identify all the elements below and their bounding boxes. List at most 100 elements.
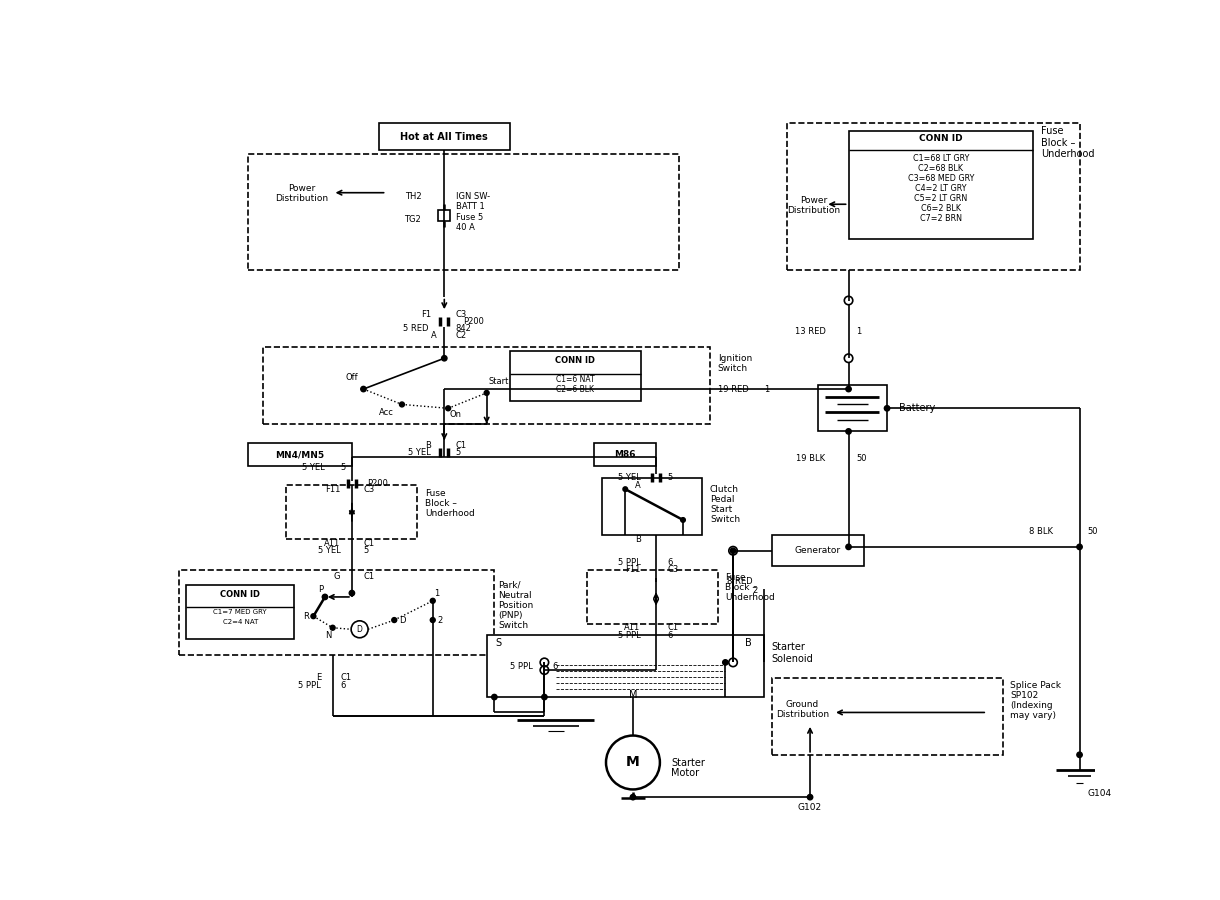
Text: 5 PPL: 5 PPL [299,681,321,690]
Text: 2: 2 [438,616,443,625]
Circle shape [1077,752,1082,758]
Text: On: On [450,410,462,419]
Text: E: E [316,673,321,682]
Text: Power: Power [288,184,316,194]
Bar [603,478,703,536]
Text: MN4/MN5: MN4/MN5 [276,450,325,459]
Text: A: A [431,330,437,339]
Text: Clutch: Clutch [710,484,739,493]
Text: C1: C1 [364,572,375,580]
Circle shape [631,795,636,800]
Text: 19 BLK: 19 BLK [797,454,826,463]
Text: Power: Power [800,196,827,205]
Text: 40 A: 40 A [456,223,475,232]
Text: Acc: Acc [379,408,394,417]
Text: C2=68 BLK: C2=68 BLK [919,164,964,173]
Bar [264,346,710,424]
Bar [510,350,640,400]
Text: Pedal: Pedal [710,495,734,504]
Text: Ignition: Ignition [717,354,752,363]
Circle shape [484,391,489,395]
Circle shape [884,406,889,411]
Text: Off: Off [345,373,359,382]
Text: Battery: Battery [899,403,935,413]
Text: Hot at All Times: Hot at All Times [400,132,488,142]
Circle shape [442,356,447,361]
Bar [248,443,351,466]
Circle shape [731,548,736,554]
Bar [187,585,294,639]
Text: C5=2 LT GRN: C5=2 LT GRN [914,194,967,202]
Text: C2: C2 [456,330,467,339]
Text: D: D [356,625,362,634]
Circle shape [808,795,813,800]
Text: 5 YEL: 5 YEL [317,546,340,555]
Text: C1: C1 [364,538,375,547]
Text: TH2: TH2 [405,192,421,201]
Text: 50: 50 [1087,527,1098,536]
Bar [849,131,1033,239]
Text: Block –: Block – [1041,138,1075,148]
Text: S: S [495,638,501,648]
Text: Underhood: Underhood [425,508,475,518]
Text: 1: 1 [764,384,769,393]
Circle shape [322,594,328,599]
Text: 5 RED: 5 RED [404,324,429,333]
Text: 5: 5 [340,464,345,472]
Circle shape [1077,544,1082,550]
Circle shape [623,487,627,491]
Circle shape [349,590,355,596]
Circle shape [845,428,852,434]
Text: P200: P200 [464,317,484,326]
Circle shape [542,695,547,699]
Bar [438,211,450,221]
Text: A11: A11 [625,623,640,632]
Text: C3: C3 [456,310,467,319]
Text: G104: G104 [1087,788,1111,797]
Text: C1: C1 [340,673,351,682]
Text: Ground: Ground [786,700,819,709]
Circle shape [331,626,336,630]
Text: Underhood: Underhood [1041,149,1094,159]
Bar [771,678,1003,755]
Text: CONN ID: CONN ID [221,590,260,599]
Text: C1=6 NAT: C1=6 NAT [556,374,594,383]
Text: D: D [399,616,405,625]
Bar [817,385,887,431]
Text: R: R [303,612,309,621]
Text: 6: 6 [340,681,345,690]
Text: 5: 5 [667,473,673,482]
Text: CONN ID: CONN ID [555,356,595,365]
Text: G102: G102 [798,803,822,812]
Bar [771,536,864,566]
Text: Switch: Switch [498,621,528,630]
Bar [248,154,680,270]
Text: Position: Position [498,601,533,610]
Text: Fuse: Fuse [1041,126,1064,136]
Text: 8 BLK: 8 BLK [1028,527,1053,536]
Circle shape [445,406,450,410]
Text: SP102: SP102 [1010,691,1038,700]
Text: Switch: Switch [710,515,741,524]
Text: F11: F11 [325,484,340,493]
Text: Block –: Block – [726,583,758,592]
Bar [287,485,417,539]
Text: Starter: Starter [771,642,805,652]
Text: TG2: TG2 [405,215,421,224]
Text: M: M [628,689,637,699]
Text: 2: 2 [753,586,758,595]
Text: A11: A11 [325,538,340,547]
Text: 5 PPL: 5 PPL [510,662,533,670]
Text: 1: 1 [856,327,861,336]
Circle shape [845,544,852,550]
Bar [787,123,1080,270]
Text: Start: Start [710,505,732,514]
Text: P: P [318,585,323,594]
Text: M: M [626,755,639,770]
Text: B: B [634,535,640,544]
Text: C1: C1 [456,441,467,450]
Text: P200: P200 [367,480,388,489]
Circle shape [311,614,316,618]
Text: F1: F1 [421,310,431,319]
Text: Block –: Block – [425,499,458,508]
